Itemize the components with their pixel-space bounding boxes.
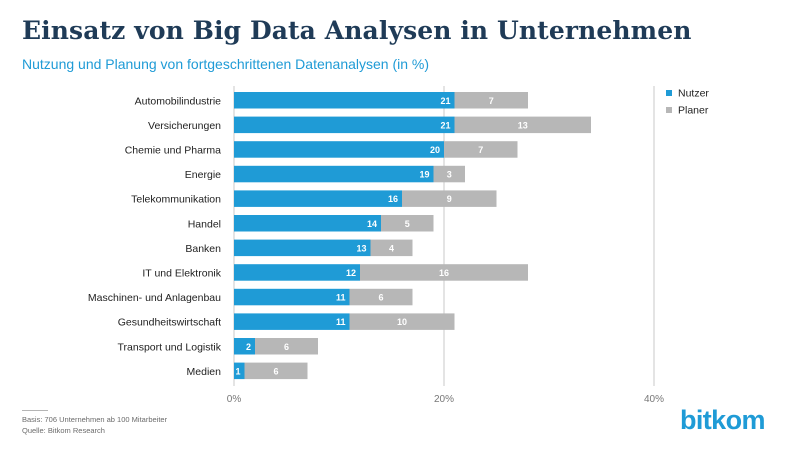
category-label: Energie	[185, 169, 221, 181]
data-label-planer: 4	[389, 243, 394, 253]
data-label-planer: 6	[378, 293, 383, 303]
data-label-planer: 7	[478, 145, 483, 155]
bar-planer	[433, 165, 465, 183]
chart-title: Einsatz von Big Data Analysen in Unterne…	[22, 16, 692, 45]
bar-planer	[349, 288, 413, 306]
x-tick-label: 40%	[644, 394, 664, 405]
data-label-nutzer: 21	[440, 120, 450, 130]
category-label: IT und Elektronik	[142, 267, 221, 279]
data-label-nutzer: 2	[246, 342, 251, 352]
bar-planer	[255, 338, 318, 355]
category-label: Automobilindustrie	[135, 95, 222, 107]
source-note: Quelle: Bitkom Research	[22, 426, 105, 435]
data-label-nutzer: 20	[430, 145, 440, 155]
bar-nutzer	[234, 264, 360, 281]
data-label-nutzer: 16	[388, 194, 398, 204]
bar-planer	[244, 362, 308, 380]
bar-nutzer	[234, 116, 455, 134]
bar-planer	[349, 313, 455, 330]
legend-label-nutzer: Nutzer	[678, 88, 709, 100]
data-label-nutzer: 14	[367, 219, 377, 229]
data-label-planer: 9	[447, 194, 452, 204]
legend-swatch-nutzer	[666, 90, 672, 96]
category-label: Telekommunikation	[131, 194, 221, 206]
bar-nutzer	[234, 190, 402, 207]
data-label-planer: 5	[405, 219, 410, 229]
bar-planer	[444, 141, 518, 158]
data-label-planer: 10	[397, 317, 407, 327]
category-label: Maschinen- und Anlagenbau	[88, 292, 221, 304]
bar-planer	[381, 215, 434, 232]
bitkom-logo: bitkom	[680, 405, 766, 435]
bar-planer	[370, 239, 413, 257]
bar-nutzer	[234, 338, 255, 355]
data-label-nutzer: 12	[346, 268, 356, 278]
legend-swatch-planer	[666, 107, 672, 113]
bar-nutzer	[234, 165, 434, 183]
data-label-planer: 16	[439, 268, 449, 278]
data-label-planer: 13	[518, 120, 528, 130]
bar-planer	[402, 190, 497, 207]
chart-subtitle: Nutzung und Planung von fortgeschrittene…	[22, 56, 430, 72]
data-label-planer: 6	[273, 366, 278, 376]
footer-divider	[22, 410, 48, 411]
category-label: Banken	[185, 243, 221, 255]
category-label: Handel	[188, 218, 221, 230]
bar-planer	[360, 264, 528, 281]
bar-nutzer	[234, 141, 444, 158]
x-tick-label: 20%	[434, 394, 454, 405]
data-label-nutzer: 11	[336, 317, 346, 327]
bar-nutzer	[234, 239, 371, 257]
data-label-planer: 3	[447, 170, 452, 180]
bar-nutzer	[234, 288, 350, 306]
x-tick-label: 0%	[227, 394, 242, 405]
category-label: Chemie und Pharma	[125, 144, 221, 156]
category-label: Gesundheitswirtschaft	[118, 317, 221, 329]
data-label-planer: 7	[489, 96, 494, 106]
legend-label-planer: Planer	[678, 105, 709, 117]
category-label: Versicherungen	[148, 120, 221, 132]
bar-planer	[454, 92, 528, 109]
basis-note: Basis: 706 Unternehmen ab 100 Mitarbeite…	[22, 415, 168, 424]
bar-nutzer	[234, 92, 455, 109]
data-label-planer: 6	[284, 342, 289, 352]
bar-planer	[454, 116, 591, 134]
data-label-nutzer: 13	[356, 243, 366, 253]
category-label: Transport und Logistik	[118, 341, 222, 353]
category-label: Medien	[187, 366, 222, 378]
data-label-nutzer: 21	[440, 96, 450, 106]
bar-nutzer	[234, 215, 381, 232]
data-label-nutzer: 11	[336, 293, 346, 303]
bar-nutzer	[234, 313, 350, 330]
data-label-nutzer: 1	[235, 366, 240, 376]
data-label-nutzer: 19	[419, 170, 429, 180]
bar-nutzer	[234, 362, 245, 380]
